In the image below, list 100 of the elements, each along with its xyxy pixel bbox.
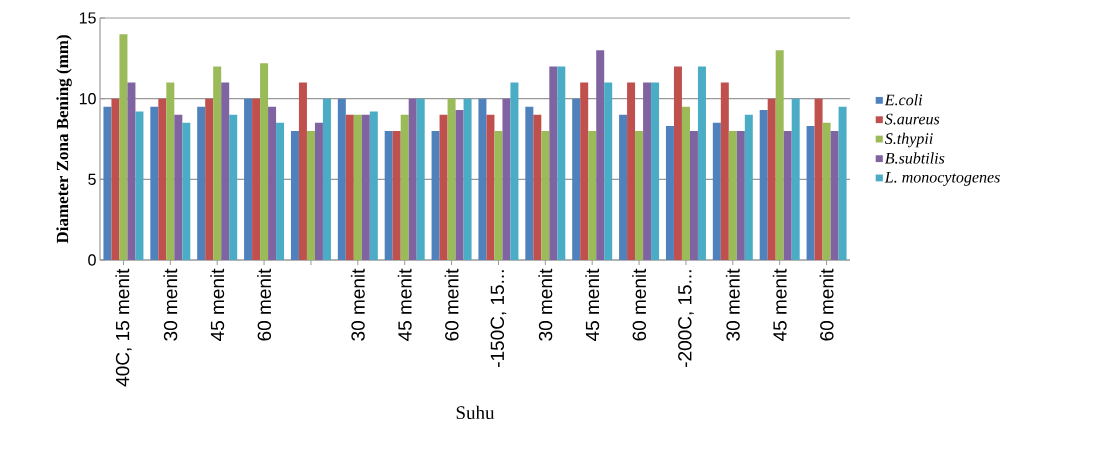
y-tick-label: 5 (88, 173, 96, 185)
bar (197, 106, 206, 260)
bar (337, 98, 346, 260)
bar (783, 130, 792, 260)
bar (150, 106, 159, 260)
bar (689, 130, 698, 260)
bar (830, 130, 839, 260)
bar (838, 106, 847, 260)
bar (268, 106, 277, 260)
bar (400, 114, 409, 260)
bar (549, 66, 558, 260)
x-tick-label: -150C, 15... (490, 270, 507, 367)
bar (673, 66, 682, 260)
bar (166, 82, 175, 260)
bar (814, 98, 823, 260)
bar (486, 114, 495, 260)
bar (353, 114, 362, 260)
bar (119, 34, 128, 260)
x-tick-label: 40C, 15 menit (115, 268, 132, 387)
legend-label: S.thypii (885, 132, 933, 148)
bar (447, 98, 456, 260)
bar (510, 82, 519, 260)
bar (791, 98, 800, 260)
bar (697, 66, 706, 260)
bar (767, 98, 776, 260)
bar (463, 98, 472, 260)
y-tick-label: 15 (79, 12, 96, 24)
bar (260, 63, 269, 260)
bar (174, 114, 183, 260)
x-tick-label: -200C, 15... (678, 270, 694, 367)
bar (306, 130, 315, 260)
x-tick-label: 30 menit (163, 268, 178, 341)
y-axis-title: Diameter Zona Bening (mm) (56, 35, 72, 244)
bar (541, 130, 550, 260)
bar (314, 122, 323, 260)
y-tick-label: 10 (79, 93, 96, 105)
x-tick-label: 60 menit (444, 268, 459, 341)
bar (604, 82, 613, 260)
bar (416, 98, 425, 260)
bar (502, 98, 511, 260)
bar (392, 130, 401, 260)
x-tick-label: 60 menit (632, 268, 647, 341)
bar (619, 114, 628, 260)
bar (720, 82, 729, 260)
bar (525, 106, 534, 260)
bar (135, 111, 144, 260)
bar (244, 98, 253, 260)
legend-label: B.subtilis (884, 152, 945, 164)
bar (252, 98, 261, 260)
bar (322, 98, 331, 260)
bar (643, 82, 652, 260)
legend-label: E.coli (884, 94, 923, 106)
bar (158, 98, 167, 260)
bar (221, 82, 230, 260)
bar (182, 122, 191, 260)
x-tick-label: 30 menit (350, 268, 365, 341)
bar (822, 122, 831, 260)
bar (572, 98, 581, 260)
x-tick-label: 60 menit (819, 268, 834, 341)
bar (744, 114, 753, 260)
x-tick-label: 45 menit (210, 268, 225, 341)
bar (127, 82, 136, 260)
bar (580, 82, 589, 260)
legend-label: S.aureus (885, 113, 940, 125)
bar (478, 98, 487, 260)
bar (369, 111, 378, 260)
x-tick-label: 45 menit (397, 268, 412, 341)
bar (111, 98, 120, 260)
bar (455, 109, 464, 260)
x-tick-label: 30 menit (725, 268, 740, 341)
bar (290, 130, 299, 260)
bar (229, 114, 238, 260)
bar (627, 82, 636, 260)
bar (635, 130, 644, 260)
bar (533, 114, 542, 260)
bar (103, 106, 112, 260)
bar (298, 82, 307, 260)
bar (651, 82, 660, 260)
bar (431, 130, 440, 260)
y-tick-label: 0 (88, 254, 96, 266)
x-tick-label: 45 menit (585, 268, 600, 341)
bar (213, 66, 222, 260)
legend-label: L. monocytogenes (884, 171, 1000, 186)
bar (806, 126, 815, 260)
x-tick-label: 45 menit (772, 268, 787, 341)
bar (759, 109, 768, 260)
bar (276, 122, 285, 260)
bar (681, 106, 690, 260)
bar (728, 130, 737, 260)
bar (588, 130, 597, 260)
x-axis-title: Suhu (456, 405, 495, 420)
bar (712, 122, 721, 260)
bar (596, 50, 605, 260)
bar (205, 98, 214, 260)
bar (345, 114, 354, 260)
bar (775, 50, 784, 260)
bar (557, 66, 566, 260)
bar (665, 126, 674, 260)
x-tick-label: 30 menit (538, 268, 553, 341)
bar (494, 130, 503, 260)
